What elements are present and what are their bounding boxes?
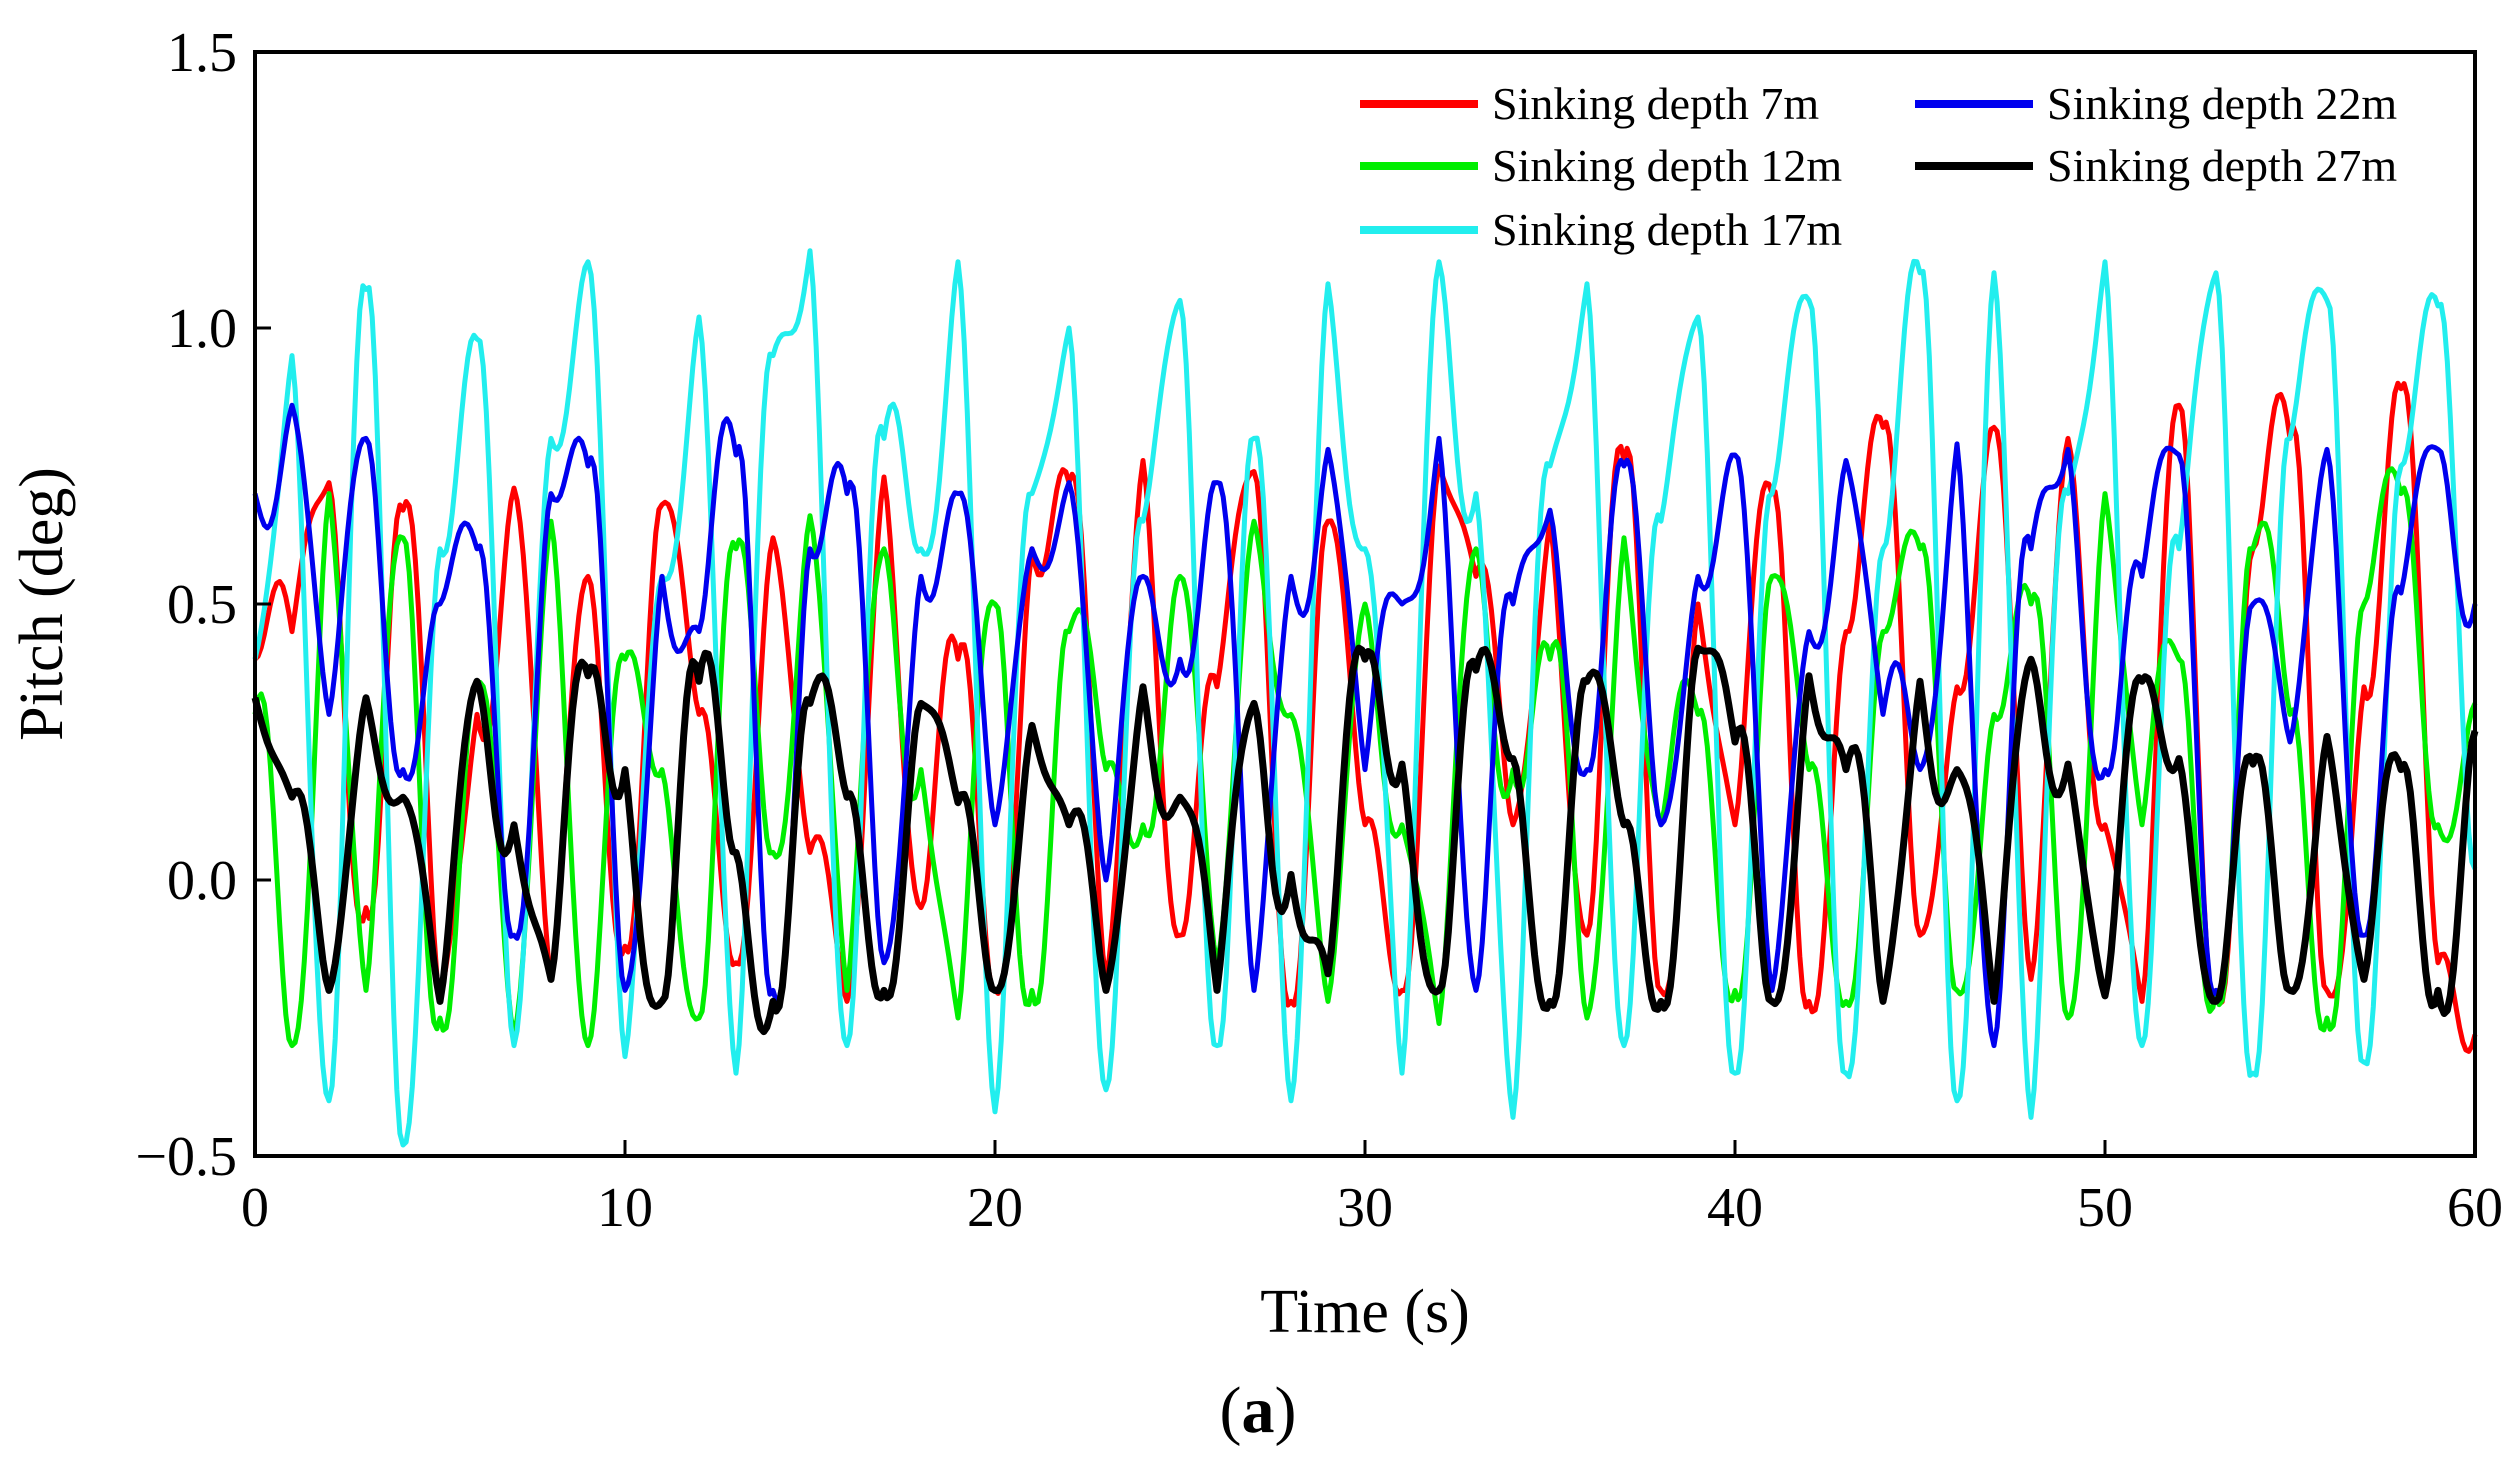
series-line-sinking-depth-12m [252,466,2478,1049]
caption-open-paren: ( [1220,1374,1242,1447]
figure-caption: (a) [1220,1374,1297,1447]
x-tick-label: 20 [967,1177,1023,1239]
y-tick-label: −0.5 [135,1126,237,1188]
y-tick-label: 0.5 [167,574,237,636]
x-axis-label: Time (s) [1260,1278,1470,1346]
y-tick-label: 1.5 [167,22,237,84]
tick-layer: 0 10 20 30 40 50 60 −0.5 0.0 0.5 1.0 1.5 [135,22,2503,1239]
x-tick-label: 50 [2077,1177,2133,1239]
series-line-sinking-depth-22m [252,402,2478,1049]
legend: Sinking depth 7m Sinking depth 12m Sinki… [1360,78,2397,255]
x-tick-label: 40 [1707,1177,1763,1239]
x-tick-label: 10 [597,1177,653,1239]
y-tick-label: 0.0 [167,850,237,912]
series-line-sinking-depth-7m [253,380,2478,1054]
legend-label-sinking-depth-7m: Sinking depth 7m [1492,78,1819,129]
series-line-sinking-depth-17m [252,248,2478,1148]
series-line-sinking-depth-27m [251,644,2479,1036]
caption-close-paren: ) [1275,1374,1297,1447]
series-layer [251,248,2479,1148]
legend-label-sinking-depth-17m: Sinking depth 17m [1492,204,1842,255]
y-tick-label: 1.0 [167,298,237,360]
y-axis-label: Pitch (deg) [8,467,76,741]
x-tick-label: 30 [1337,1177,1393,1239]
legend-label-sinking-depth-12m: Sinking depth 12m [1492,140,1842,191]
x-tick-label: 0 [241,1177,269,1239]
x-tick-label: 60 [2447,1177,2503,1239]
legend-label-sinking-depth-22m: Sinking depth 22m [2047,78,2397,129]
caption-letter: a [1242,1374,1275,1447]
legend-label-sinking-depth-27m: Sinking depth 27m [2047,140,2397,191]
